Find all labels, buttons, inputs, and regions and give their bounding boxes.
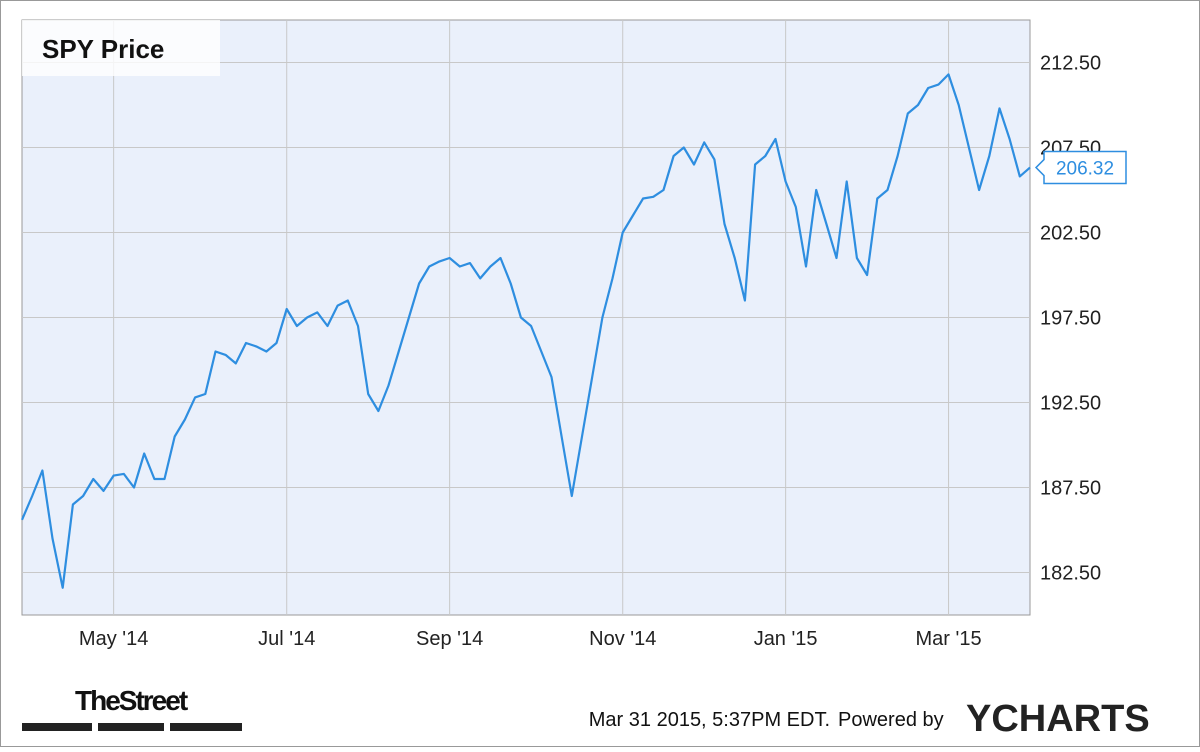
value-label: 206.32 (1056, 159, 1114, 180)
timestamp: Mar 31 2015, 5:37PM EDT. (589, 709, 830, 731)
y-tick-label: 202.50 (1040, 223, 1101, 245)
x-tick-label: Jul '14 (258, 628, 315, 650)
x-tick-label: Nov '14 (589, 628, 656, 650)
y-tick-label: 192.50 (1040, 393, 1101, 415)
y-tick-label: 182.50 (1040, 563, 1101, 585)
value-flag (1034, 150, 1127, 185)
logo-bar (98, 723, 164, 731)
lines (20, 73, 1031, 589)
y-tick-label: 197.50 (1040, 308, 1101, 330)
x-tick-label: Sep '14 (416, 628, 483, 650)
chart-title: SPY Price (42, 34, 164, 64)
y-tick-label: 187.50 (1040, 478, 1101, 500)
x-tick-label: Mar '15 (916, 628, 982, 650)
source-logo: TheStreet (75, 685, 188, 716)
x-tick-label: Jan '15 (754, 628, 818, 650)
price-line (20, 73, 1031, 589)
logo-bar (170, 723, 242, 731)
x-tick-label: May '14 (79, 628, 148, 650)
grid (22, 20, 1030, 615)
brand: YCHARTS (966, 698, 1150, 740)
credit: Powered by (838, 709, 944, 731)
y-tick-label: 212.50 (1040, 53, 1101, 75)
title-box (22, 20, 220, 76)
logo-bar (22, 723, 92, 731)
